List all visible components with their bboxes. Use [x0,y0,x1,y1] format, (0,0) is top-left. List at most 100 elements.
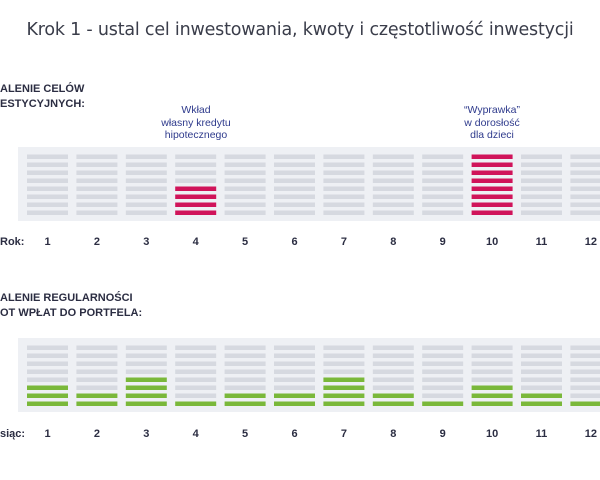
payments-bar-column [224,345,266,406]
payments-bar-empty [125,361,167,366]
goals-bar-empty [274,210,315,215]
payments-tick-label: 12 [584,428,598,440]
goals-bar-empty [76,210,118,215]
goals-bar-column [422,154,464,215]
goals-bar-empty [76,154,118,159]
goals-bar-filled [471,154,513,159]
payments-bar-empty [422,393,464,398]
payments-bar-empty [422,345,464,350]
payments-bar-filled [175,401,217,406]
payments-bar-empty [471,345,513,350]
payments-bar-empty [274,377,315,382]
annotation-year-4-line-1: Wkład [181,104,211,116]
goals-axis-label: Rok: [0,236,25,248]
goals-bar-empty [323,162,365,167]
payments-bar-empty [422,353,464,358]
goals-bar-empty [175,170,217,175]
goals-bar-empty [372,178,414,183]
goals-bar-empty [422,170,464,175]
payments-bar-filled [372,401,414,406]
goals-bar-filled [471,202,513,207]
payments-bar-empty [471,369,513,374]
payments-bar-empty [471,353,513,358]
payments-bar-empty [521,353,562,358]
payments-bar-empty [274,361,315,366]
goals-bar-empty [274,194,315,199]
goals-bar-empty [125,210,167,215]
goals-bar-empty [570,170,600,175]
annotation-year-4-line-2: własny kredytu [161,116,231,129]
payments-axis-label: siąc: [0,428,26,440]
goals-bar-empty [274,170,315,175]
goals-bar-column [323,154,365,215]
goals-bar-column [570,154,600,215]
payments-bar-empty [570,361,600,366]
goals-bar-empty [76,162,118,167]
payments-bar-empty [570,385,600,390]
payments-bar-column [125,345,167,406]
payments-bar-empty [224,353,266,358]
goals-bar-empty [125,154,167,159]
payments-bar-empty [521,385,562,390]
payments-bar-empty [125,353,167,358]
payments-bar-empty [372,345,414,350]
goals-tick-label: 4 [192,236,199,248]
goals-bar-empty [224,194,266,199]
payments-bar-filled [521,401,562,406]
annotation-year-10-line-3: dla dzieci [470,129,514,141]
goals-tick-label: 6 [291,236,298,248]
goals-tick-label: 7 [340,236,347,248]
payments-bar-empty [274,369,315,374]
payments-bar-empty [570,393,600,398]
goals-bar-empty [521,202,562,207]
payments-bar-empty [422,385,464,390]
goals-bar-empty [76,186,118,191]
payments-bar-column [471,345,513,406]
payments-tick-label: 7 [340,428,347,440]
payments-bar-filled [27,393,68,398]
goals-bar-empty [323,210,365,215]
payments-tick-label: 9 [439,428,446,440]
payments-bar-filled [76,401,118,406]
goals-bar-empty [372,186,414,191]
goals-bar-filled [471,186,513,191]
goals-bar-empty [521,170,562,175]
payments-bar-empty [422,377,464,382]
payments-bar-filled [27,385,68,390]
goals-bar-empty [76,170,118,175]
goals-bar-filled [471,178,513,183]
goals-bar-empty [274,162,315,167]
payments-bar-filled [323,385,365,390]
goals-bar-filled [471,194,513,199]
goals-bar-empty [27,210,68,215]
goals-bar-empty [274,202,315,207]
goals-bar-column [125,154,167,215]
payments-bar-filled [274,401,315,406]
payments-tick-label: 6 [291,428,298,440]
payments-bar-empty [521,345,562,350]
section-label-goals-line-1: ALENIE CELÓW [0,83,85,95]
payments-tick-label: 3 [143,428,150,440]
payments-bar-empty [274,353,315,358]
payments-bar-filled [125,377,167,382]
goals-bar-empty [521,186,562,191]
goals-bar-empty [125,178,167,183]
goals-bar-empty [27,194,68,199]
goals-bar-empty [570,154,600,159]
goals-bar-empty [224,210,266,215]
goals-tick-label: 9 [439,236,446,248]
payments-bar-empty [27,369,68,374]
goals-tick-label: 1 [44,236,51,248]
payments-bar-empty [175,393,217,398]
payments-bar-empty [175,361,217,366]
goals-bar-filled [471,162,513,167]
payments-bar-empty [224,369,266,374]
goals-bar-empty [372,194,414,199]
payments-bar-empty [27,353,68,358]
payments-bar-empty [175,377,217,382]
payments-bar-empty [175,369,217,374]
payments-bar-filled [521,393,562,398]
goals-bar-empty [224,154,266,159]
goals-tick-label: 5 [242,236,249,248]
payments-bar-empty [372,377,414,382]
